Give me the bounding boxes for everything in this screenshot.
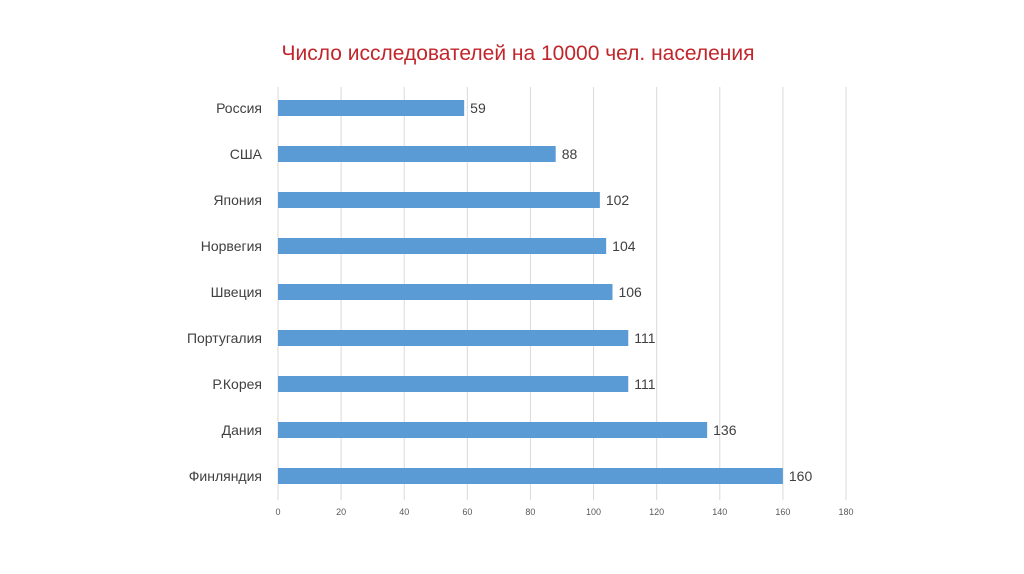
data-label: 136 bbox=[713, 422, 737, 438]
bar bbox=[278, 422, 708, 438]
x-tick-label: 160 bbox=[775, 507, 790, 517]
x-tick-label: 40 bbox=[399, 507, 409, 517]
category-label: Дания bbox=[222, 422, 262, 438]
x-tick-label: 140 bbox=[712, 507, 727, 517]
category-label: Россия bbox=[216, 100, 262, 116]
category-label: Р.Корея bbox=[212, 376, 262, 392]
data-label: 160 bbox=[789, 468, 813, 484]
x-tick-label: 0 bbox=[275, 507, 280, 517]
category-labels: Россия США Япония Норвегия Швеция Португалия Р… bbox=[187, 100, 263, 484]
data-label: 106 bbox=[618, 284, 642, 300]
bar bbox=[278, 376, 629, 392]
bar bbox=[278, 284, 613, 300]
bar bbox=[278, 146, 556, 162]
data-labels: 59 88 102 104 106 111 111 136 160 bbox=[470, 100, 812, 484]
data-label: 88 bbox=[562, 146, 578, 162]
category-label: США bbox=[230, 146, 263, 162]
x-tick-label: 20 bbox=[336, 507, 346, 517]
bar bbox=[278, 100, 465, 116]
x-tick-labels: 0 20 40 60 80 100 120 140 160 180 bbox=[275, 507, 853, 517]
category-label: Норвегия bbox=[201, 238, 262, 254]
category-label: Швеция bbox=[211, 284, 262, 300]
x-tick-label: 60 bbox=[462, 507, 472, 517]
category-label: Португалия bbox=[187, 330, 262, 346]
x-tick-label: 100 bbox=[586, 507, 601, 517]
bars bbox=[278, 100, 783, 484]
bar bbox=[278, 330, 629, 346]
data-label: 111 bbox=[634, 376, 655, 392]
bar bbox=[278, 468, 783, 484]
data-label: 102 bbox=[606, 192, 630, 208]
category-label: Япония bbox=[213, 192, 262, 208]
data-label: 104 bbox=[612, 238, 636, 254]
data-label: 111 bbox=[634, 330, 655, 346]
category-label: Финляндия bbox=[189, 468, 262, 484]
data-label: 59 bbox=[470, 100, 486, 116]
x-tick-label: 180 bbox=[838, 507, 853, 517]
chart-title: Число исследователей на 10000 чел. насел… bbox=[281, 42, 755, 65]
x-tick-label: 120 bbox=[649, 507, 664, 517]
x-tick-label: 80 bbox=[525, 507, 535, 517]
bar bbox=[278, 238, 607, 254]
bar bbox=[278, 192, 600, 208]
